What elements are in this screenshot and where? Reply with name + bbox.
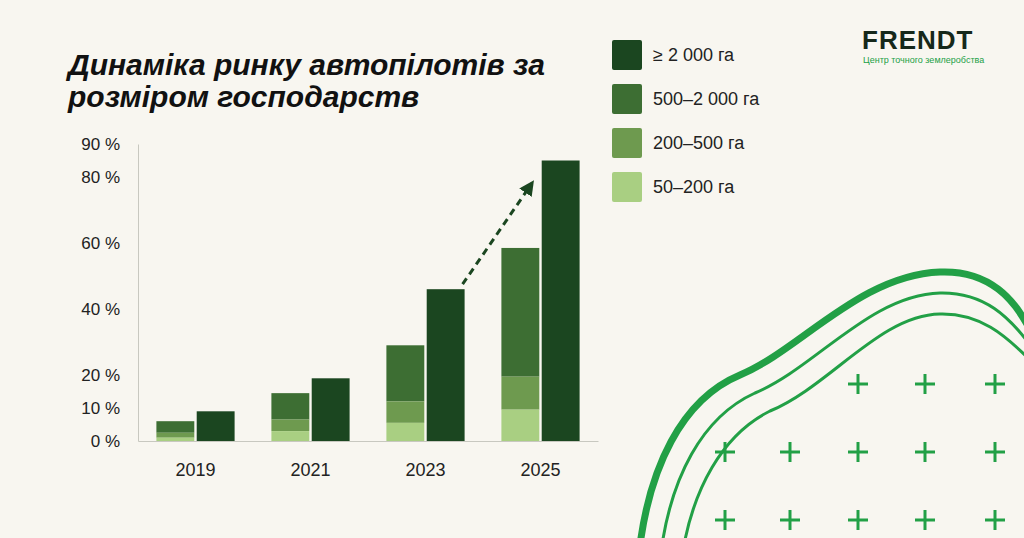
x-tick-label: 2019 xyxy=(175,460,215,480)
y-tick-label: 10 % xyxy=(81,399,120,418)
bar xyxy=(386,423,424,441)
x-tick-label: 2025 xyxy=(520,460,560,480)
decor-plus xyxy=(985,510,1005,530)
y-tick: 40 % xyxy=(81,300,138,319)
decor-plus xyxy=(915,510,935,530)
y-tick-label: 90 % xyxy=(81,135,120,154)
bar xyxy=(156,433,194,438)
decor-plus xyxy=(915,442,935,462)
decor-curve xyxy=(640,272,1024,538)
bar xyxy=(197,411,235,441)
decor-plus xyxy=(715,510,735,530)
bar xyxy=(501,248,539,377)
axis-line xyxy=(138,145,139,442)
bar xyxy=(542,161,580,442)
decor-plus xyxy=(915,374,935,394)
bar xyxy=(501,377,539,410)
decor-plus xyxy=(985,374,1005,394)
y-tick: 10 % xyxy=(81,399,138,418)
trend-arrow xyxy=(463,187,530,285)
decor-plus xyxy=(780,442,800,462)
legend: ≥ 2 000 га 500–2 000 га 200–500 га 50–200 г… xyxy=(612,40,760,202)
legend-label: 500–2 000 га xyxy=(653,89,760,109)
legend-swatch xyxy=(612,84,642,114)
bar xyxy=(156,421,194,433)
bar xyxy=(386,345,424,401)
bar xyxy=(501,410,539,441)
y-tick: 0 % xyxy=(91,432,138,451)
y-tick: 60 % xyxy=(81,234,138,253)
decor-plus xyxy=(985,442,1005,462)
x-axis: 2019 2021 2023 2025 xyxy=(139,441,599,480)
legend-swatch xyxy=(612,128,642,158)
x-tick-label: 2023 xyxy=(405,460,445,480)
plot-area xyxy=(156,161,579,442)
decor-plus xyxy=(848,510,868,530)
x-tick: 2023 xyxy=(405,441,445,480)
y-axis: 0 % 10 % 20 % 40 % 60 % 80 % 90 % xyxy=(81,135,138,451)
decor-plus xyxy=(715,442,735,462)
decoration xyxy=(640,272,1024,538)
legend-label: 200–500 га xyxy=(653,133,745,153)
legend-swatch xyxy=(612,40,642,70)
decor-plus xyxy=(780,510,800,530)
logo-name: FRENDT xyxy=(862,25,973,55)
y-tick-label: 80 % xyxy=(81,168,120,187)
title-line: розміром господарств xyxy=(67,80,419,113)
bar xyxy=(386,401,424,422)
y-tick-label: 60 % xyxy=(81,234,120,253)
decor-plus xyxy=(848,374,868,394)
decor-curve xyxy=(684,314,1024,538)
bar xyxy=(271,431,309,441)
x-tick-label: 2021 xyxy=(290,460,330,480)
legend-label: 50–200 га xyxy=(653,177,735,197)
legend-swatch xyxy=(612,172,642,202)
y-tick-label: 20 % xyxy=(81,366,120,385)
legend-label: ≥ 2 000 га xyxy=(653,45,735,65)
bar xyxy=(312,378,350,441)
y-tick: 90 % xyxy=(81,135,138,154)
bar xyxy=(271,420,309,432)
logo-tagline: Центр точного землеробства xyxy=(863,55,984,65)
title: Динаміка ринку автопілотів зарозміром го… xyxy=(65,48,545,113)
chart: FRENDTЦентр точного землеробства Динаміка… xyxy=(0,0,1024,538)
y-tick-label: 0 % xyxy=(91,432,120,451)
bar xyxy=(271,393,309,419)
decor-plus xyxy=(848,442,868,462)
x-tick: 2019 xyxy=(175,441,215,480)
background xyxy=(0,0,1024,538)
decor-curve xyxy=(662,293,1024,538)
y-tick: 20 % xyxy=(81,366,138,385)
bar xyxy=(427,289,465,441)
x-tick: 2021 xyxy=(290,441,330,480)
axis-line xyxy=(139,441,599,442)
x-tick: 2025 xyxy=(520,441,560,480)
title-line: Динаміка ринку автопілотів за xyxy=(65,48,545,81)
bar xyxy=(156,438,194,441)
y-tick: 80 % xyxy=(81,168,138,187)
y-tick-label: 40 % xyxy=(81,300,120,319)
